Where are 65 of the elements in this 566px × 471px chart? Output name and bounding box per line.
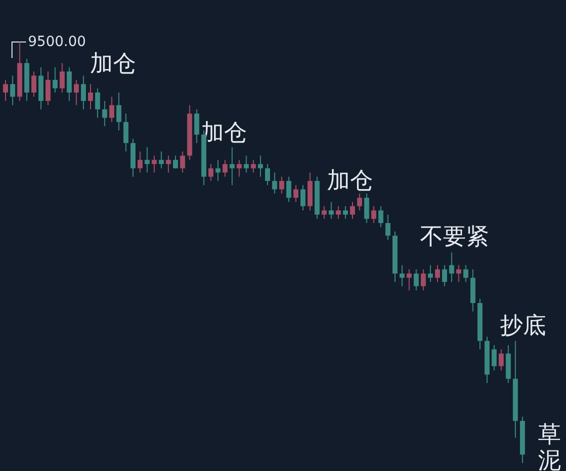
candlestick (463, 264, 468, 282)
annotation: 不要紧 (420, 224, 489, 250)
candlestick (88, 84, 94, 110)
candlestick (10, 75, 16, 106)
candlestick (385, 214, 390, 240)
annotation: 9500.00 (28, 34, 86, 50)
candlestick (265, 164, 270, 186)
candlestick (322, 206, 327, 220)
candlestick (328, 201, 334, 220)
candlestick (3, 79, 8, 102)
candlestick (236, 159, 242, 178)
text: 草泥 (538, 422, 561, 471)
annotation: 抄底 (500, 313, 546, 339)
candlestick (293, 184, 298, 202)
candlestick (336, 206, 341, 220)
candlestick (492, 344, 497, 371)
candlestick (258, 155, 263, 178)
candlestick (414, 268, 419, 291)
candlestick (52, 66, 58, 94)
candlestick (116, 92, 122, 131)
candlestick (456, 264, 462, 282)
candlestick (80, 75, 86, 110)
candlestick (272, 172, 278, 194)
candlestick (194, 108, 200, 144)
candlestick (300, 184, 306, 211)
candlestick (442, 264, 448, 287)
candlestick (123, 113, 128, 152)
candlestick (406, 268, 412, 291)
candlestick (95, 88, 100, 118)
candlestick (449, 252, 454, 282)
candlestick (244, 155, 249, 174)
candlestick (180, 150, 186, 174)
candlestick (434, 264, 440, 282)
candlestick (102, 100, 108, 127)
candlestick (60, 62, 65, 94)
candlestick (250, 159, 256, 174)
candlestick (230, 146, 235, 186)
candlestick (31, 70, 36, 98)
candlestick (342, 206, 348, 220)
candlestick (158, 150, 164, 169)
candlestick (66, 66, 72, 102)
candlestick (364, 193, 370, 224)
candlestick (279, 176, 284, 194)
candlestick (371, 206, 376, 224)
candlestick (74, 79, 79, 106)
annotation: 加仓 (327, 168, 373, 194)
candlestick (208, 164, 214, 182)
candlestick (144, 146, 150, 174)
candlestick (286, 176, 292, 202)
candlestick (222, 159, 228, 178)
candlestick (420, 268, 426, 291)
candlestick (166, 155, 171, 174)
candlestick (215, 159, 220, 182)
candlestick (152, 155, 157, 174)
candlestick (46, 70, 51, 106)
candlestick (428, 264, 433, 282)
candlestick (498, 348, 504, 371)
candlestick (172, 155, 178, 169)
annotation: 加仓 (90, 51, 136, 77)
candlestick (109, 96, 114, 122)
candlestick (378, 206, 384, 228)
candlestick (138, 150, 143, 174)
candlestick (400, 264, 405, 287)
candlestick (350, 201, 356, 220)
candlestick (357, 193, 362, 211)
